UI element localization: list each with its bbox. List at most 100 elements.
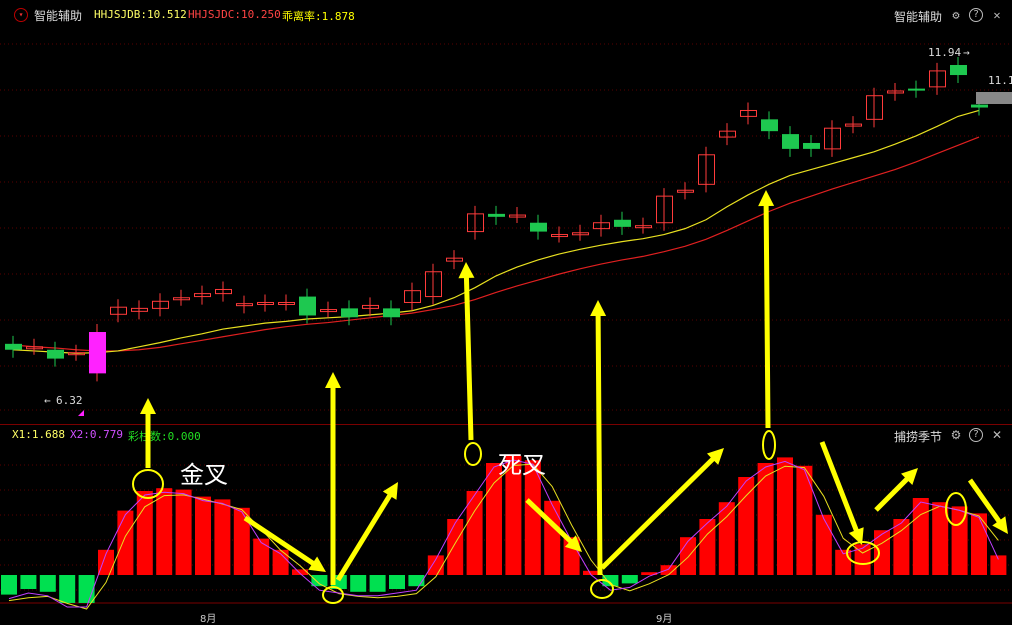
oscillator-bar (544, 500, 561, 575)
help-icon[interactable]: ? (969, 428, 983, 442)
candle-body (89, 332, 106, 374)
highlight-circle (322, 586, 344, 604)
arrow-marker: ← (44, 394, 51, 407)
oscillator-line-yellow (8, 463, 999, 610)
oscillator-bar (117, 510, 134, 575)
candle-body (593, 222, 610, 230)
yellow-arrow (458, 262, 475, 441)
oscillator-bar (777, 457, 793, 575)
oscillator-bar (39, 575, 56, 592)
oscillator-bar (311, 575, 328, 587)
close-icon[interactable]: ✕ (993, 8, 1001, 22)
oscillator-bar (78, 575, 95, 603)
candle-body (929, 70, 946, 88)
oscillator-bar (602, 575, 619, 587)
candle-body (971, 104, 988, 108)
oscillator-bar (757, 463, 774, 575)
candle-body (194, 293, 211, 298)
candle-body (383, 308, 400, 318)
indicator-toolbar: ▾ 智能辅助 HHJSJDB:10.512 HHJSJDC:10.250 乖离率… (0, 0, 1012, 30)
candle-body (572, 232, 589, 236)
indicator-x1: X1:1.688 (12, 428, 65, 441)
oscillator-bar (253, 538, 270, 575)
candle-body (677, 189, 694, 193)
candle-body (509, 214, 526, 218)
candle-body (173, 297, 190, 301)
right-price-label: 11.1 (988, 74, 1012, 87)
panel-name[interactable]: 智能辅助 (34, 9, 83, 23)
ma-line-yellow (12, 109, 980, 354)
yellow-arrow (967, 478, 1008, 534)
oscillator-bar (621, 575, 638, 584)
oscillator-bar (796, 465, 813, 575)
candle-body (551, 234, 568, 238)
oscillator-bar (583, 570, 599, 575)
candle-body (26, 346, 43, 350)
yellow-arrow (243, 515, 326, 572)
arrow-marker: → (963, 46, 970, 59)
oscillator-bar (350, 575, 367, 592)
candle-body (614, 219, 631, 227)
indicator-x2: X2:0.779 (70, 428, 123, 441)
low-price-label: 6.32 (56, 394, 83, 407)
oscillator-bar (680, 537, 696, 575)
yellow-arrow (758, 190, 775, 429)
panel-title: 智能辅助 (894, 10, 943, 24)
x-axis-label-aug: 8月 (200, 614, 217, 625)
candle-body (278, 301, 295, 305)
candle-body (782, 134, 799, 149)
yellow-arrow (140, 398, 156, 468)
oscillator-bar (874, 530, 890, 575)
oscillator-bar (971, 513, 987, 575)
candle-body (299, 296, 316, 316)
candle-body (950, 64, 967, 76)
candle-body (698, 154, 715, 185)
candle-body (47, 349, 64, 359)
oscillator-bar (233, 507, 250, 575)
highlight-circle (464, 442, 482, 466)
sub-panel-title: 捕捞季节 (894, 430, 943, 444)
candle-body (803, 142, 820, 149)
help-icon[interactable]: ? (969, 8, 983, 22)
highlight-circle (945, 492, 967, 526)
oscillator-bar (20, 575, 37, 589)
candle-body (131, 307, 148, 312)
oscillator-bar (641, 572, 658, 575)
oscillator-bar (505, 456, 522, 575)
ma-line-red (12, 136, 980, 352)
oscillator-bar (893, 519, 910, 575)
oscillator-bar (98, 549, 114, 575)
candle-body (635, 225, 652, 229)
candle-body (887, 90, 904, 94)
indicator-bias: 乖离率:1.878 (282, 10, 355, 23)
oscillator-bar (272, 549, 289, 575)
candle-body (446, 257, 463, 262)
candle-body (467, 213, 484, 233)
oscillator-bar (854, 544, 871, 575)
close-icon[interactable]: ✕ (991, 428, 1003, 442)
candle-body (488, 213, 505, 217)
candle-body (740, 109, 757, 117)
oscillator-bar (990, 555, 1007, 575)
candle-body (215, 288, 232, 295)
oscillator-line-purple (8, 459, 999, 608)
indicator-hhjsjdb: HHJSJDB:10.512 (94, 8, 187, 21)
oscillator-bar (389, 575, 405, 589)
candle-body (845, 123, 862, 127)
gear-icon[interactable]: ⚙ (950, 428, 962, 442)
candle-body (719, 130, 736, 138)
oscillator-bar (1, 575, 17, 595)
oscillator-bar (815, 514, 832, 575)
oscillator-bar (447, 519, 464, 575)
gear-icon[interactable]: ⚙ (952, 8, 960, 22)
oscillator-bar (59, 575, 76, 603)
yellow-arrow (590, 300, 607, 576)
chevron-down-icon[interactable]: ▾ (14, 8, 28, 22)
oscillator-bar (175, 489, 192, 575)
candle-body (824, 127, 841, 150)
candle-body (530, 222, 547, 232)
highlight-circle (590, 579, 614, 599)
oscillator-bar (408, 575, 425, 587)
oscillator-bar (486, 463, 502, 575)
